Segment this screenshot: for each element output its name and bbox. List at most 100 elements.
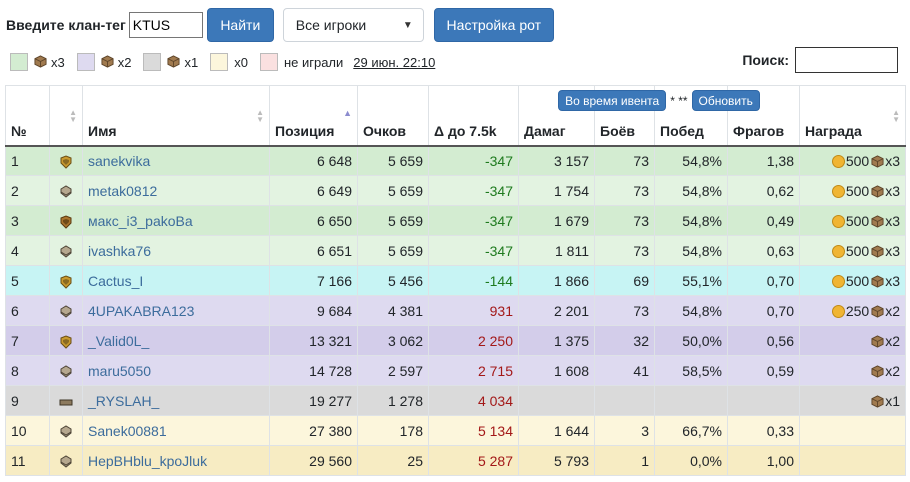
battles-cell xyxy=(594,385,655,416)
player-link[interactable]: metak0812 xyxy=(88,182,158,199)
delta-cell: -347 xyxy=(428,175,519,206)
player-link[interactable]: _RYSLAH_ xyxy=(88,392,160,409)
wins-cell: 58,5% xyxy=(654,355,728,386)
player-name[interactable]: макс_i3_pakoBa xyxy=(82,205,270,236)
table-row[interactable]: 2 metak0812 6 649 5 659 -347 1 754 73 54,8% 0,62… xyxy=(5,175,906,206)
player-link[interactable]: макс_i3_pakoBa xyxy=(88,212,193,229)
player-link[interactable]: 4UPAKABRA123 xyxy=(88,302,195,319)
medal-icon xyxy=(59,425,73,439)
frags-cell: 0,70 xyxy=(727,295,800,326)
delta-cell: -347 xyxy=(428,235,519,266)
position-cell: 27 380 xyxy=(269,415,358,446)
col-delta[interactable]: Δ до 7.5k xyxy=(428,85,519,147)
table-row[interactable]: 10 Sanek00881 27 380 178 5 134 1 644 3 66,7% 0,3… xyxy=(5,415,906,446)
row-number: 8 xyxy=(5,355,50,386)
legend-text: x1 xyxy=(184,54,199,70)
row-number: 2 xyxy=(5,175,50,206)
gold-icon xyxy=(831,214,845,228)
damage-cell: 1 679 xyxy=(518,205,595,236)
player-filter-select[interactable]: Все игроки ▼ xyxy=(282,8,424,42)
box-icon xyxy=(871,214,884,228)
companies-settings-button[interactable]: Настройка рот xyxy=(433,8,554,42)
table-row[interactable]: 5 Cactus_I 7 166 5 456 -144 1 866 69 55,1% 0,70 5… xyxy=(5,265,906,296)
row-number: 3 xyxy=(5,205,50,236)
wins-cell: 54,8% xyxy=(654,175,728,206)
player-name[interactable]: metak0812 xyxy=(82,175,270,206)
toolbar: Введите клан-тег Найти Все игроки ▼ Наст… xyxy=(6,8,554,42)
player-link[interactable]: ivashka76 xyxy=(88,242,152,259)
player-name[interactable]: _Valid0L_ xyxy=(82,325,270,356)
player-name[interactable]: Cactus_I xyxy=(82,265,270,296)
player-link[interactable]: sanekvika xyxy=(88,152,151,169)
rank-medal xyxy=(49,445,83,476)
col-position[interactable]: Позиция ▲ xyxy=(269,85,358,147)
delta-cell: 4 034 xyxy=(428,385,519,416)
damage-cell: 1 866 xyxy=(518,265,595,296)
points-cell: 5 456 xyxy=(357,265,429,296)
wins-cell: 54,8% xyxy=(654,145,728,176)
table-row[interactable]: 9 _RYSLAH_ 19 277 1 278 4 034 x1 xyxy=(5,385,906,416)
col-damage[interactable]: Во время ивента * ** Обновить Дамаг xyxy=(518,85,760,147)
players-table: № ▲ ▼ Имя ▲ ▼ Позиция ▲ Очков Δ до 7.5k Во в… xyxy=(5,85,906,476)
legend: x3 x2 x1 x0 не играли 29 июн. 22:10 xyxy=(10,52,435,72)
damage-cell: 1 608 xyxy=(518,355,595,386)
find-button[interactable]: Найти xyxy=(206,8,274,42)
player-name[interactable]: _RYSLAH_ xyxy=(82,385,270,416)
reward-box: x2 xyxy=(885,302,900,319)
col-medal[interactable]: ▲ ▼ xyxy=(49,85,83,147)
player-link[interactable]: _Valid0L_ xyxy=(88,332,150,349)
box-icon xyxy=(871,304,884,318)
position-cell: 6 650 xyxy=(269,205,358,236)
position-cell: 9 684 xyxy=(269,295,358,326)
player-name[interactable]: maru5050 xyxy=(82,355,270,386)
table-row[interactable]: 3 макс_i3_pakoBa 6 650 5 659 -347 1 679 73 54,8… xyxy=(5,205,906,236)
rank-medal xyxy=(49,355,83,386)
table-row[interactable]: 1 sanekvika 6 648 5 659 -347 3 157 73 54,8% 1,38… xyxy=(5,145,906,176)
sort-icon: ▲ ▼ xyxy=(892,108,900,124)
search-label: Поиск: xyxy=(742,52,789,68)
legend-text: x3 xyxy=(51,54,65,70)
row-number: 4 xyxy=(5,235,50,266)
frags-cell: 0,63 xyxy=(727,235,800,266)
legend-text: x0 xyxy=(234,54,248,70)
player-link[interactable]: Cactus_I xyxy=(88,272,144,289)
wins-cell xyxy=(654,385,728,416)
col-reward[interactable]: Награда ▲ ▼ xyxy=(799,85,906,147)
legend-item: x2 xyxy=(76,53,132,71)
player-link[interactable]: maru5050 xyxy=(88,362,152,379)
col-name[interactable]: Имя ▲ ▼ xyxy=(82,85,270,147)
table-row[interactable]: 8 maru5050 14 728 2 597 2 715 1 608 41 58,5% 0,5… xyxy=(5,355,906,386)
player-name[interactable]: ivashka76 xyxy=(82,235,270,266)
battles-cell: 1 xyxy=(594,445,655,476)
col-points[interactable]: Очков xyxy=(357,85,429,147)
table-row[interactable]: 4 ivashka76 6 651 5 659 -347 1 811 73 54,8% 0,63… xyxy=(5,235,906,266)
player-link[interactable]: Sanek00881 xyxy=(88,422,167,439)
frags-cell: 0,70 xyxy=(727,265,800,296)
position-cell: 29 560 xyxy=(269,445,358,476)
legend-text: x2 xyxy=(117,54,132,70)
table-row[interactable]: 7 _Valid0L_ 13 321 3 062 2 250 1 375 32 50,0% 0,… xyxy=(5,325,906,356)
rank-medal xyxy=(49,265,83,296)
battles-cell: 73 xyxy=(594,175,655,206)
battles-cell: 41 xyxy=(594,355,655,386)
col-battles[interactable]: Боёв xyxy=(594,85,655,147)
medal-icon xyxy=(59,335,73,349)
points-cell: 3 062 xyxy=(357,325,429,356)
col-frags[interactable]: Фрагов xyxy=(727,85,800,147)
clan-tag-input[interactable] xyxy=(128,12,203,38)
points-cell: 25 xyxy=(357,445,429,476)
player-name[interactable]: НерВНblu_kpoJluk xyxy=(82,445,270,476)
player-name[interactable]: sanekvika xyxy=(82,145,270,176)
player-name[interactable]: 4UPAKABRA123 xyxy=(82,295,270,326)
damage-cell xyxy=(518,385,595,416)
player-name[interactable]: Sanek00881 xyxy=(82,415,270,446)
table-row[interactable]: 6 4UPAKABRA123 9 684 4 381 931 2 201 73 54,8% 0,… xyxy=(5,295,906,326)
update-date-link[interactable]: 29 июн. 22:10 xyxy=(353,54,436,70)
col-number[interactable]: № xyxy=(5,85,50,147)
reward-gold: 500 xyxy=(845,182,870,199)
search-input[interactable] xyxy=(795,47,898,73)
col-wins[interactable]: Побед xyxy=(654,85,728,147)
table-row[interactable]: 11 НерВНblu_kpoJluk 29 560 25 5 287 5 793 1 0,0… xyxy=(5,445,906,476)
position-cell: 6 649 xyxy=(269,175,358,206)
player-link[interactable]: НерВНblu_kpoJluk xyxy=(88,452,208,469)
